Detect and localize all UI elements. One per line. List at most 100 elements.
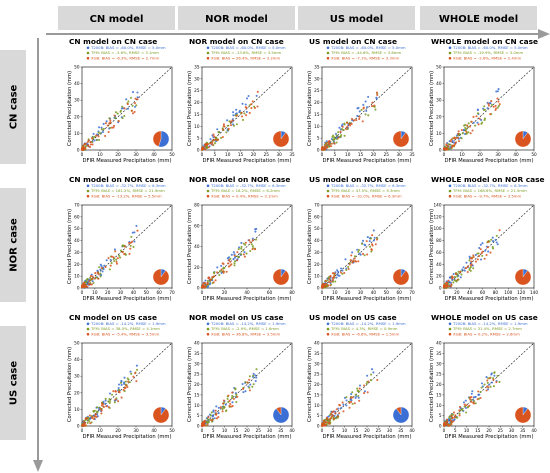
column-header-label: CN model bbox=[90, 14, 144, 25]
data-point bbox=[130, 235, 133, 238]
data-point bbox=[447, 145, 450, 148]
data-point bbox=[339, 271, 343, 274]
data-point bbox=[345, 128, 348, 131]
data-point bbox=[226, 397, 229, 400]
data-point bbox=[370, 105, 374, 108]
data-point bbox=[341, 125, 344, 128]
data-point bbox=[109, 126, 112, 129]
data-point bbox=[454, 141, 458, 144]
legend-entry: T200B: BIAS = -14.2%, RMSE = 1.9mm bbox=[452, 321, 528, 326]
data-point bbox=[231, 396, 234, 400]
data-point bbox=[478, 246, 481, 250]
data-point bbox=[103, 264, 106, 267]
data-point bbox=[104, 122, 107, 125]
data-point bbox=[451, 416, 454, 419]
data-point bbox=[334, 412, 337, 415]
data-point bbox=[367, 95, 370, 98]
data-point bbox=[242, 249, 245, 252]
data-point bbox=[448, 424, 451, 427]
y-axis-label: Corrected Precipitation (mm) bbox=[187, 71, 193, 146]
data-point bbox=[347, 265, 350, 269]
data-point bbox=[228, 399, 231, 402]
data-point bbox=[118, 391, 121, 394]
data-point bbox=[120, 396, 123, 399]
y-tick-label: 20 bbox=[436, 382, 442, 387]
data-point bbox=[98, 138, 101, 141]
data-point bbox=[126, 385, 129, 388]
column-header-box bbox=[420, 6, 537, 30]
panel-title: US model on US case bbox=[309, 313, 397, 322]
y-tick-label: 0 bbox=[197, 286, 200, 291]
panel-title: CN model on CN case bbox=[69, 37, 157, 46]
data-point bbox=[472, 255, 475, 259]
data-point bbox=[114, 398, 117, 401]
data-point bbox=[93, 139, 96, 142]
data-point bbox=[326, 279, 329, 282]
data-point bbox=[476, 252, 479, 255]
data-point bbox=[133, 231, 136, 234]
data-point bbox=[106, 124, 109, 127]
data-point bbox=[345, 268, 348, 272]
left-arrow-head bbox=[33, 460, 43, 472]
data-point bbox=[470, 257, 474, 260]
data-point bbox=[461, 409, 464, 412]
data-point bbox=[254, 238, 258, 241]
data-point bbox=[99, 268, 102, 271]
data-point bbox=[376, 378, 379, 382]
x-tick-label: 40 bbox=[131, 290, 137, 295]
data-point bbox=[481, 254, 484, 257]
data-point bbox=[457, 132, 460, 135]
y-tick-label: 10 bbox=[194, 403, 200, 408]
legend-entry: T200B: BIAS = -60.0%, RMSE = 5.0mm bbox=[90, 45, 166, 50]
x-tick-label: 20 bbox=[251, 152, 257, 157]
x-axis-label: DFIR Measured Precipitation (mm) bbox=[445, 434, 534, 440]
y-tick-label: 10 bbox=[314, 124, 320, 129]
data-point bbox=[476, 112, 479, 115]
data-point bbox=[234, 388, 237, 391]
data-point bbox=[232, 114, 235, 117]
data-point bbox=[248, 104, 251, 107]
data-point bbox=[240, 245, 243, 248]
data-point bbox=[328, 139, 331, 142]
x-tick-label: 70 bbox=[409, 290, 415, 295]
data-point bbox=[82, 420, 85, 423]
data-point bbox=[340, 267, 343, 270]
data-point bbox=[451, 139, 454, 142]
data-point bbox=[105, 405, 108, 408]
data-point bbox=[337, 136, 340, 139]
legend-marker bbox=[448, 332, 452, 336]
data-point bbox=[221, 135, 224, 139]
data-point bbox=[93, 135, 96, 138]
data-point bbox=[367, 380, 370, 383]
scatter-points bbox=[200, 368, 258, 428]
data-point bbox=[460, 128, 463, 132]
data-point bbox=[338, 126, 341, 129]
y-tick-label: 30 bbox=[436, 361, 442, 366]
data-point bbox=[486, 107, 489, 110]
data-point bbox=[490, 238, 493, 241]
data-point bbox=[321, 424, 324, 427]
data-point bbox=[92, 281, 95, 285]
x-tick-label: 30 bbox=[276, 152, 282, 157]
y-tick-label: 0 bbox=[77, 148, 80, 153]
data-point bbox=[231, 119, 234, 122]
data-point bbox=[345, 396, 348, 399]
y-tick-label: 50 bbox=[74, 341, 80, 346]
data-point bbox=[110, 262, 113, 265]
legend-entry: XGB: BIAS = -6.6%, RMSE = 1.5mm bbox=[331, 331, 399, 336]
x-tick-label: 30 bbox=[133, 428, 139, 433]
data-point bbox=[115, 260, 118, 263]
y-tick-label: 0 bbox=[197, 148, 200, 153]
x-tick-label: 0 bbox=[81, 428, 84, 433]
data-point bbox=[220, 268, 223, 271]
row-header-label: CN case bbox=[9, 84, 20, 129]
data-point bbox=[357, 396, 360, 399]
data-point bbox=[361, 252, 365, 255]
data-point bbox=[251, 248, 254, 251]
data-point bbox=[488, 377, 491, 380]
data-point bbox=[254, 380, 257, 383]
data-point bbox=[474, 124, 477, 127]
data-point bbox=[465, 132, 469, 135]
data-point bbox=[230, 405, 233, 408]
